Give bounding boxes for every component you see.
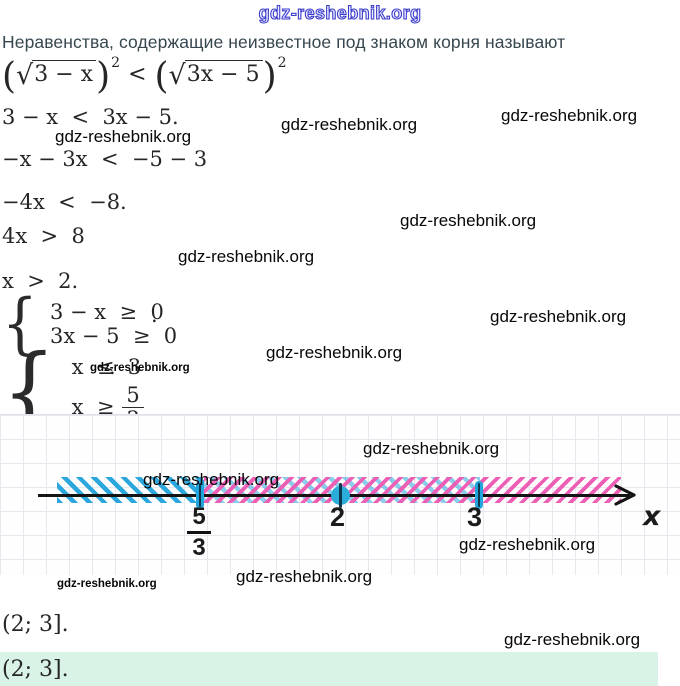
marker-core	[198, 483, 202, 507]
tick-label-five-thirds: 5 3	[184, 504, 214, 561]
equation-step-4: 4x > 8	[2, 224, 85, 248]
fraction-bar	[187, 531, 211, 534]
axis-arrowhead-icon	[614, 484, 636, 506]
radical-sign: √	[168, 60, 186, 91]
open-paren: (	[154, 56, 169, 97]
system-brace: {	[2, 285, 38, 362]
system2-row1: x ≤ 3	[71, 355, 142, 379]
watermark: gdz-reshebnik.org	[501, 106, 638, 125]
watermark: gdz-reshebnik.org	[363, 439, 500, 458]
watermark: gdz-reshebnik.org	[57, 578, 157, 590]
fraction-numerator: 5	[122, 384, 144, 408]
watermark: gdz-reshebnik.org	[55, 127, 192, 146]
exponent: 2	[111, 55, 121, 71]
watermark: gdz-reshebnik.org	[90, 362, 190, 374]
equation-squared-roots: (√3 − x)2 < (√3x − 5)2	[2, 55, 287, 97]
marker-core	[339, 483, 342, 508]
blue-hatch-region	[57, 477, 204, 503]
tick-frac-denominator: 3	[192, 533, 206, 561]
less-than-sign: <	[128, 62, 147, 87]
watermark: gdz-reshebnik.org	[143, 470, 280, 489]
tick-frac-numerator: 5	[192, 503, 206, 530]
close-paren: )	[262, 56, 277, 97]
marker-core	[477, 483, 481, 507]
radical-sign: √	[16, 60, 34, 91]
watermark: gdz-reshebnik.org	[400, 211, 537, 230]
system-of-inequalities-1: { 3 − x ≥ 0 3x − 5 ≥ 0	[2, 291, 177, 357]
watermark: gdz-reshebnik.org	[178, 247, 315, 266]
equation-step-3: −4x < −8.	[2, 190, 127, 214]
exponent: 2	[277, 55, 287, 71]
point-marker-2	[331, 483, 350, 508]
period: .	[109, 355, 116, 379]
site-watermark-header: gdz-reshebnik.org	[258, 2, 422, 23]
pink-hatch-region	[204, 477, 621, 503]
final-answer-interval: (2; 3].	[2, 656, 69, 682]
equation-step-1: 3 − x < 3x − 5.	[2, 105, 179, 129]
close-paren: )	[96, 56, 111, 97]
answer-interval: (2; 3].	[2, 612, 69, 637]
period: .	[151, 303, 158, 327]
equation-step-2: −x − 3x < −5 − 3	[2, 147, 208, 171]
point-marker-5-3	[196, 481, 204, 509]
watermark: gdz-reshebnik.org	[281, 115, 418, 134]
root-argument-right: 3x − 5	[184, 60, 263, 87]
tick-label-2: 2	[330, 502, 346, 532]
axis-label-x: x	[643, 501, 661, 532]
highlighted-answer-band: (2; 3].	[0, 652, 658, 686]
system1-row2: 3x − 5 ≥ 0	[50, 324, 178, 348]
open-paren: (	[2, 56, 17, 97]
watermark: gdz-reshebnik.org	[266, 343, 403, 362]
page-title: Неравенства, содержащие неизвестное под …	[2, 32, 566, 52]
watermark: gdz-reshebnik.org	[236, 567, 373, 586]
equation-step-5: x > 2.	[2, 269, 79, 293]
tick-label-3: 3	[467, 502, 483, 532]
number-line-diagram: 5 3 2 3 x	[0, 414, 680, 575]
watermark: gdz-reshebnik.org	[490, 307, 627, 326]
root-argument-left: 3 − x	[32, 60, 97, 87]
watermark: gdz-reshebnik.org	[504, 630, 641, 649]
watermark: gdz-reshebnik.org	[459, 535, 596, 554]
system-rows: 3 − x ≥ 0 3x − 5 ≥ 0	[50, 300, 177, 348]
system1-row1: 3 − x ≥ 0	[50, 300, 164, 324]
point-marker-3	[475, 481, 483, 509]
